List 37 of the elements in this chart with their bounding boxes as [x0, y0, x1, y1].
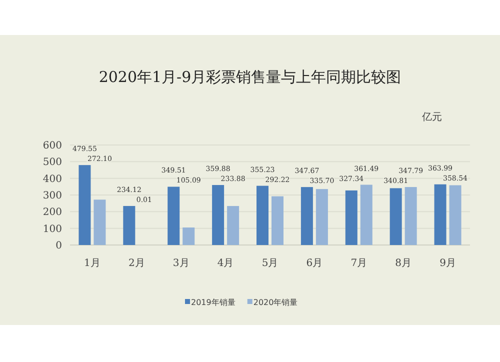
- x-tick-label: 8月: [395, 258, 412, 269]
- bar: [390, 188, 402, 245]
- bar: [78, 165, 91, 245]
- chart-title: 2020年1月-9月彩票销售量与上年同期比较图: [98, 68, 402, 86]
- bar: [212, 185, 224, 245]
- x-tick-label: 7月: [350, 258, 368, 269]
- bar: [434, 184, 446, 245]
- bar: [123, 206, 136, 245]
- x-tick-label: 2月: [128, 258, 145, 269]
- bar: [94, 200, 106, 245]
- y-tick-label: 0: [56, 240, 62, 252]
- y-tick-label: 400: [42, 174, 62, 185]
- bar: [345, 190, 358, 245]
- bar: [360, 184, 372, 245]
- legend-label: 2020年销量: [253, 298, 298, 307]
- x-tick-label: 4月: [217, 258, 234, 269]
- y-axis-title: 亿元: [421, 112, 442, 123]
- legend-label: 2019年销量: [191, 298, 236, 307]
- bar: [256, 186, 268, 245]
- x-tick-label: 9月: [440, 258, 456, 269]
- bar: [272, 196, 284, 245]
- y-tick-label: 200: [42, 207, 62, 218]
- y-tick-label: 300: [42, 190, 62, 202]
- bar: [182, 227, 195, 245]
- y-tick-label: 500: [42, 157, 62, 168]
- x-tick-label: 3月: [172, 258, 190, 269]
- bar: [300, 187, 313, 245]
- bar: [404, 187, 417, 245]
- x-tick-label: 5月: [262, 258, 278, 269]
- y-tick-label: 600: [42, 140, 62, 152]
- bar: [316, 189, 328, 245]
- bar: [449, 185, 462, 245]
- x-tick-label: 6月: [306, 258, 323, 269]
- y-tick-label: 100: [42, 224, 62, 235]
- bar: [168, 186, 180, 245]
- x-tick-label: 1月: [84, 258, 100, 269]
- bar: [227, 206, 240, 245]
